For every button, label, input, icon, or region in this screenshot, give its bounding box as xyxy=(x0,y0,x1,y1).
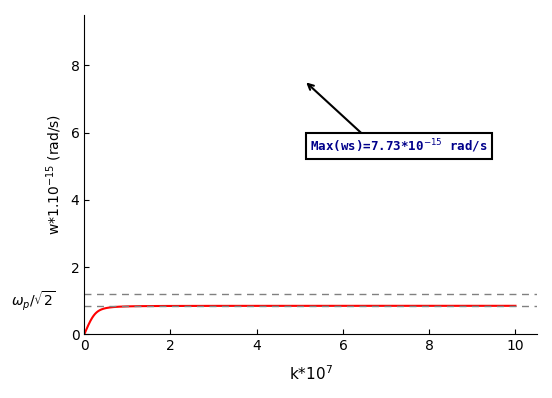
X-axis label: k*10$^7$: k*10$^7$ xyxy=(289,364,332,383)
Text: Max(ws)=7.73*10$^{-15}$ rad/s: Max(ws)=7.73*10$^{-15}$ rad/s xyxy=(310,137,488,155)
Y-axis label: w*1.10$^{-15}$ (rad/s): w*1.10$^{-15}$ (rad/s) xyxy=(44,114,63,235)
Text: $\omega_p/\sqrt{2}$: $\omega_p/\sqrt{2}$ xyxy=(11,290,56,313)
